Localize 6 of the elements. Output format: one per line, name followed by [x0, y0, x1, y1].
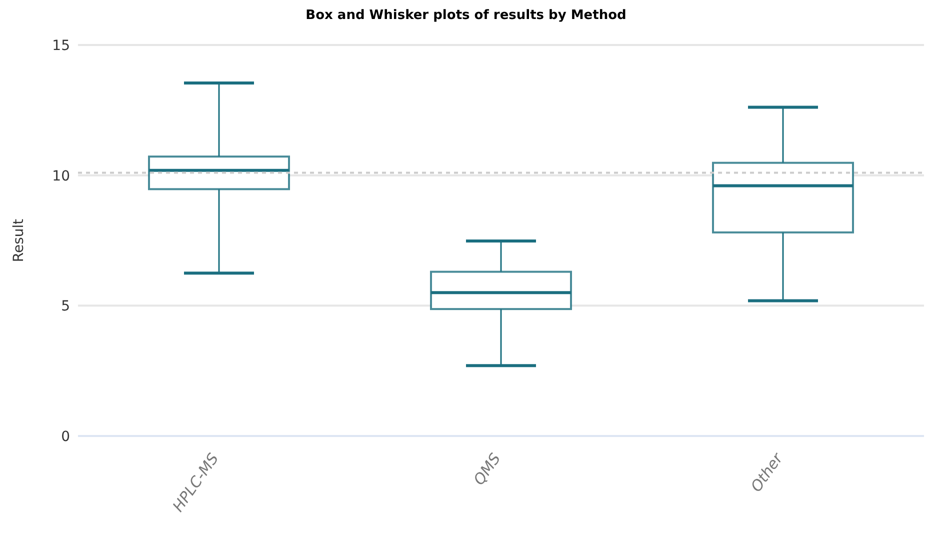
- y-tick-label: 10: [52, 168, 70, 184]
- y-tick-label: 5: [61, 298, 70, 315]
- y-axis-title: Result: [10, 218, 27, 262]
- chart-title: Box and Whisker plots of results by Method: [304, 8, 628, 25]
- y-tick-label: 0: [61, 428, 70, 445]
- y-tick-label: 15: [52, 38, 70, 54]
